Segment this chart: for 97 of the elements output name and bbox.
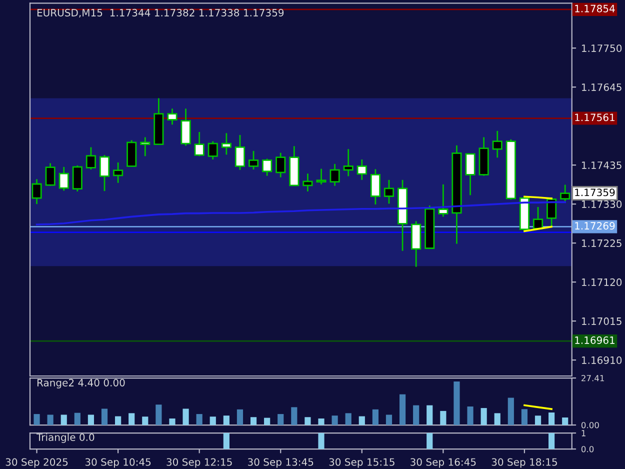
bar [196,414,202,426]
bar [142,416,148,426]
candlestick [167,108,178,126]
bar [74,412,80,426]
candlestick [208,140,218,160]
bar [169,418,176,426]
bar [562,417,568,426]
y-tick-label: 0.0 [581,446,594,452]
candlestick [140,136,150,157]
chart-title: Range2 4.40 0.00 [37,378,125,388]
bar [210,416,216,426]
candlestick [532,206,544,230]
bar [115,416,122,426]
bar [548,412,555,426]
y-tick-label: 1.17750 [582,44,622,52]
candlestick [302,172,313,192]
bar [182,408,189,426]
y-tick-label: 1.17225 [582,239,622,247]
bar [508,398,514,426]
candlestick [384,179,394,204]
candlestick [248,150,259,170]
bar [291,407,298,426]
candlestick [221,132,232,156]
text: 1.17359 [575,188,615,196]
y-tick-label: 1.17120 [582,278,622,286]
x-tick-label: 30 Sep 13:45 [248,458,314,468]
bar [34,414,40,426]
bar [386,414,392,426]
candlestick [58,166,69,192]
bar [304,417,311,426]
ref-line-label: 1.17561 [575,114,614,122]
candlestick [234,134,246,171]
y-tick-label: 1 [582,430,586,436]
y-tick-label: 1.17645 [582,83,622,92]
bar [358,416,365,426]
candlestick [72,164,82,192]
bar [264,418,270,426]
bar [467,406,474,426]
candlestick [356,158,367,181]
y-tick-label: 0.00 [581,422,599,428]
x-tick-label: 30 Sep 15:15 [329,458,394,468]
candlestick [126,139,137,168]
candlestick [465,153,476,196]
candlestick [370,168,380,206]
candlestick [276,152,286,178]
ref-line-label: 1.17269 [575,222,615,230]
candlestick [45,162,56,187]
ref-line-label: 1.16961 [575,336,614,344]
bar [128,413,135,426]
bar [101,408,108,426]
candlestick [262,158,272,177]
bar [60,414,67,426]
bar [494,413,500,426]
candlestick [113,162,124,184]
candlestick [194,131,204,157]
candlestick [32,178,42,205]
candlestick [492,130,502,158]
bar [426,405,433,426]
candlestick [180,108,191,146]
candlestick [560,184,570,202]
candlestick [330,163,340,187]
bar [332,416,338,426]
bar [521,409,528,426]
bar [236,409,244,426]
x-tick-label: 30 Sep 16:45 [410,458,476,468]
bar [156,404,162,426]
candlestick [316,168,326,186]
bar [372,409,378,426]
bar [534,416,542,426]
x-tick-label: 30 Sep 10:45 [85,458,151,468]
bar [399,394,406,426]
ref-line-label: 1.17854 [575,4,615,12]
candlestick [438,184,448,218]
bar [88,414,94,426]
x-tick-label: 30 Sep 2025 [6,458,68,468]
y-tick-label: 1.16910 [582,356,622,364]
bar [47,414,54,426]
bar [454,381,460,426]
x-tick-label: 30 Sep 12:15 [166,458,232,468]
bar [278,414,284,426]
candlestick [86,146,96,170]
text: EURUSD,M15 1.17344 1.17382 1.17338 1.17359 [37,8,284,18]
candlestick [343,148,354,177]
bar [318,418,324,426]
bar [223,416,230,426]
bar [413,405,420,426]
chart-title: Triangle 0.0 [36,433,94,443]
bar [480,408,487,426]
y-tick-label: 1.17330 [582,200,622,208]
bar [345,413,352,426]
y-tick-label: 27.41 [582,374,604,382]
bar [250,417,257,426]
bar [440,410,446,426]
y-tick-label: 1.17015 [582,317,622,325]
y-tick-label: 1.17435 [582,161,622,169]
candlestick [99,154,110,192]
x-tick-label: 30 Sep 18:15 [492,458,557,468]
